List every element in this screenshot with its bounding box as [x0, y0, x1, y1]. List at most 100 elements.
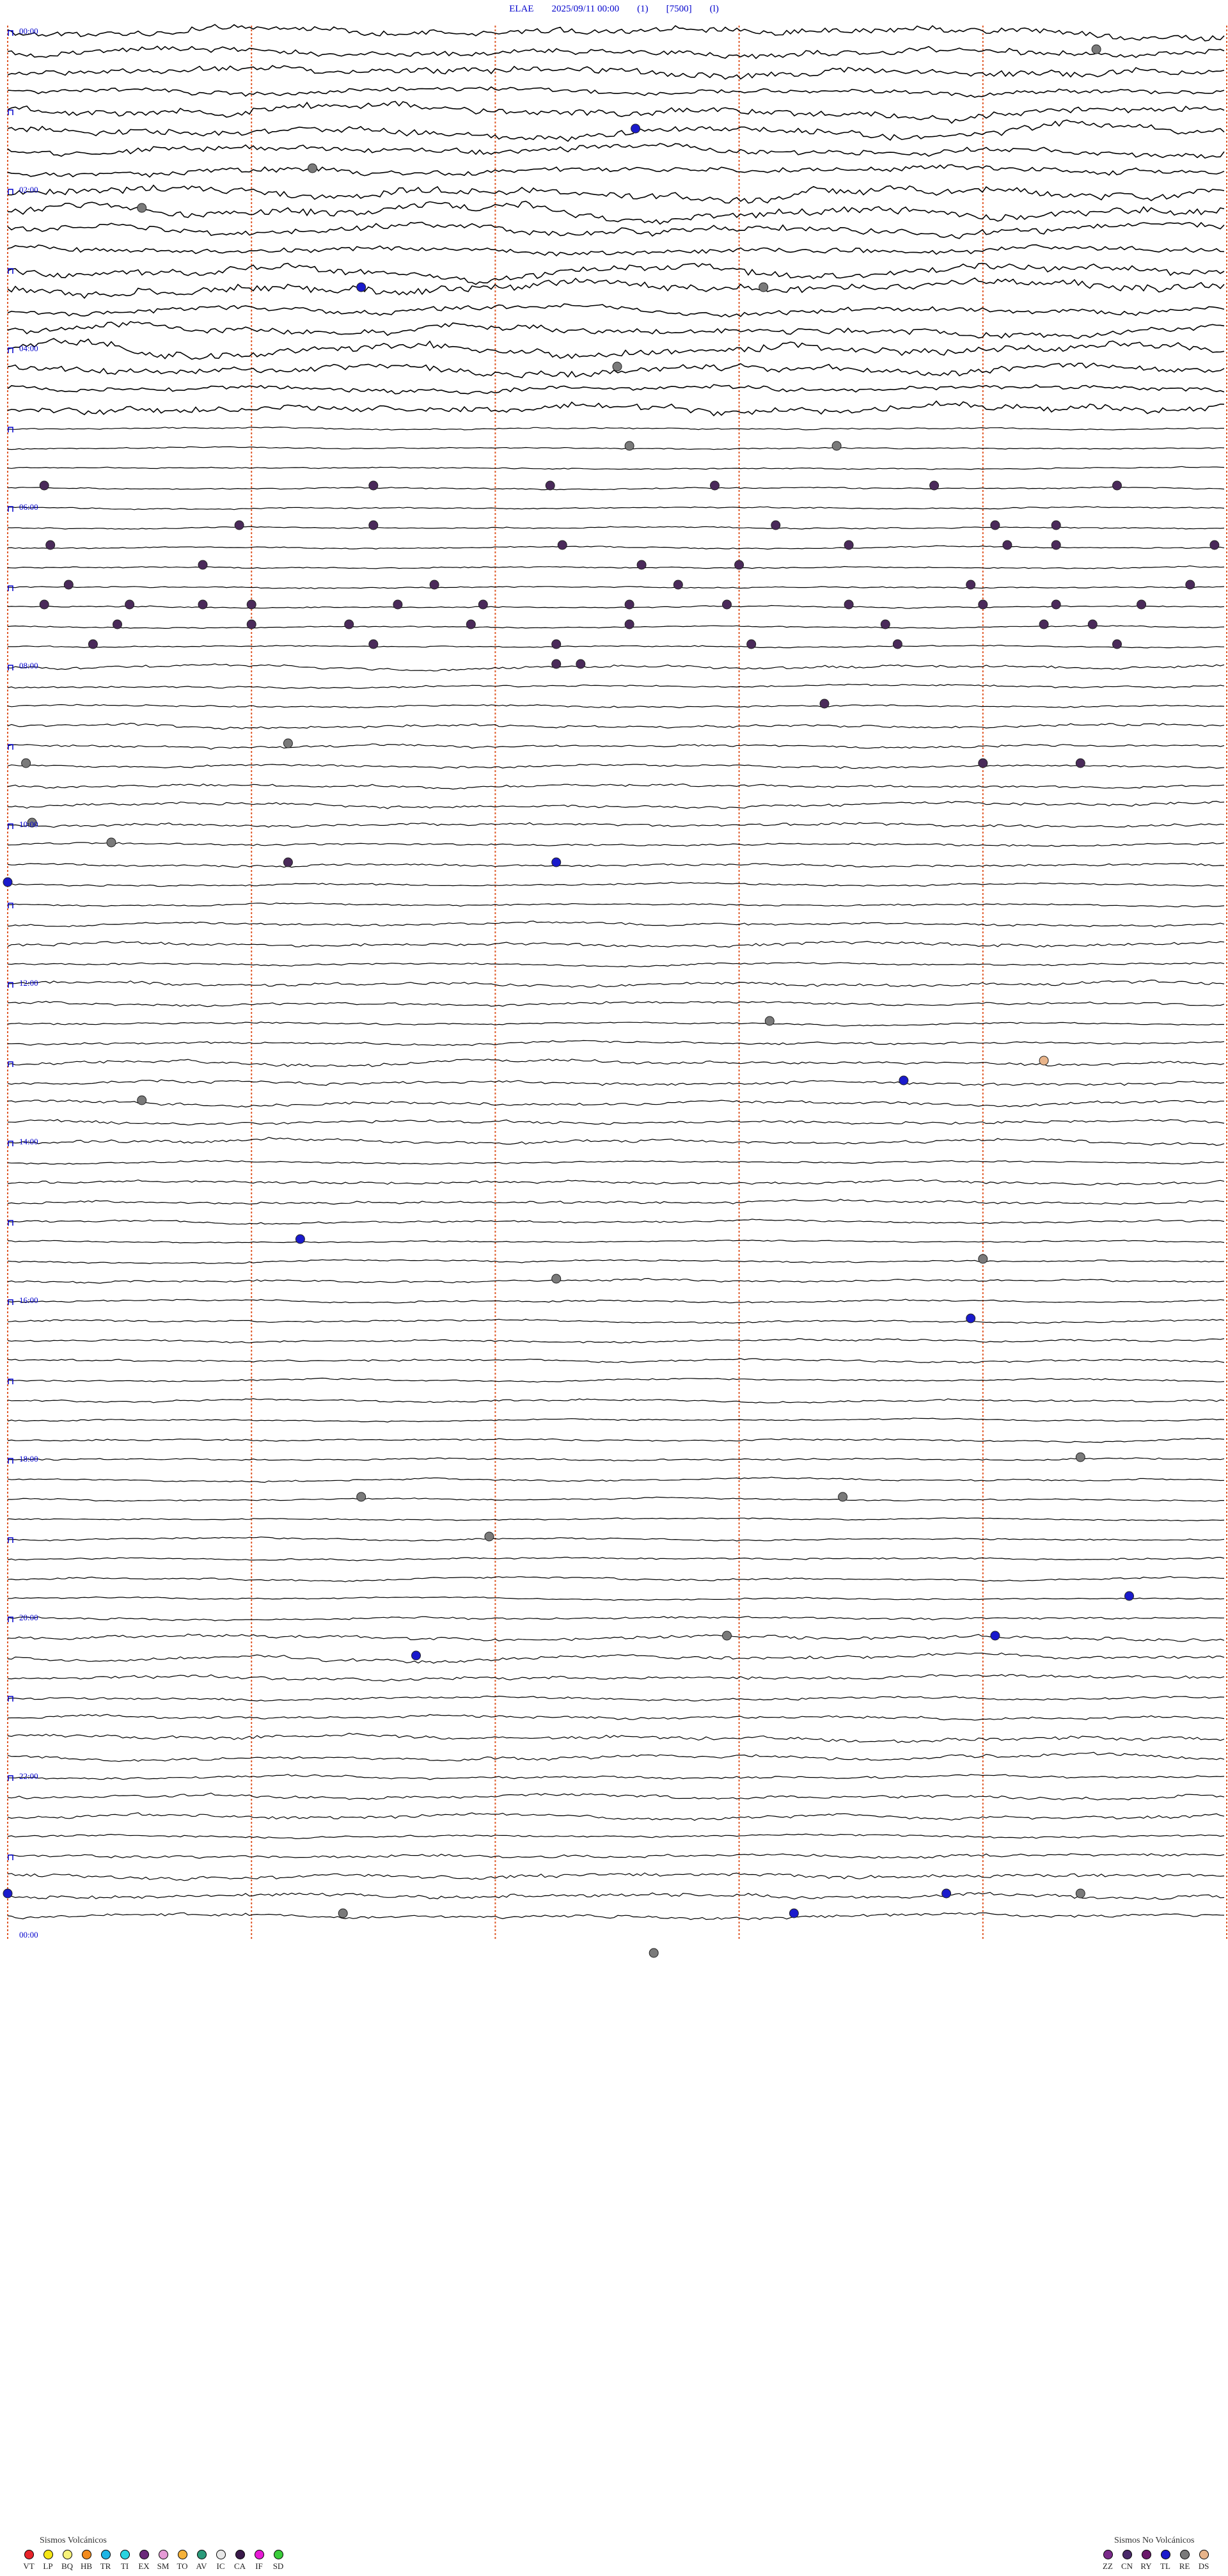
trace-line [7, 1652, 1225, 1664]
trace-line [7, 1259, 1225, 1265]
event-marker-ca [246, 599, 256, 610]
event-marker-tl [551, 857, 562, 867]
legend-code: RY [1140, 2561, 1152, 2571]
trace-line [7, 1277, 1225, 1284]
trace-line [7, 1219, 1225, 1225]
legend-code: TI [120, 2561, 129, 2571]
event-marker-tl [899, 1075, 909, 1086]
line-tick [8, 744, 13, 750]
event-marker-ca [466, 619, 476, 629]
legend-item-ry: RY [1137, 2550, 1156, 2571]
trace-line [7, 1616, 1225, 1622]
trace-line [7, 119, 1225, 142]
event-marker-ca [45, 540, 56, 550]
trace-line [7, 921, 1225, 928]
legend-item-sd: SD [269, 2550, 288, 2571]
trace-line [7, 683, 1225, 690]
trace-line [7, 979, 1225, 988]
trace-line [7, 565, 1225, 569]
legend-code: TR [100, 2561, 111, 2571]
legend-dot [139, 2550, 149, 2559]
trace-line [7, 1476, 1225, 1483]
legend-code: IC [216, 2561, 225, 2571]
trace-line [7, 1058, 1225, 1068]
trace-line [7, 1892, 1225, 1900]
trace-line [7, 800, 1225, 809]
seismic-traces [7, 24, 1225, 1920]
event-marker-ca [844, 540, 854, 550]
legend-dot [235, 2550, 245, 2559]
trace-line [7, 961, 1225, 968]
event-marker-ca [557, 540, 567, 550]
trace-line [8, 586, 1225, 590]
legend-code: SM [157, 2561, 169, 2571]
line-tick [8, 1299, 13, 1305]
trace-line [7, 320, 1225, 339]
event-marker-ca [429, 580, 439, 590]
line-tick [8, 427, 13, 432]
trace-line [7, 1751, 1225, 1762]
event-marker-re [831, 441, 842, 451]
trace-line [7, 86, 1225, 98]
trace-line [7, 722, 1225, 730]
line-tick [8, 823, 13, 829]
hour-label: 14:00 [19, 1137, 38, 1146]
event-marker-ca [368, 520, 379, 530]
legend-code: HB [80, 2561, 93, 2571]
legend-code: ZZ [1103, 2561, 1113, 2571]
trace-line [7, 1021, 1224, 1027]
trace-line [7, 1160, 1225, 1165]
legend-dot [1141, 2550, 1151, 2559]
event-marker-ca [1185, 580, 1195, 590]
legend-dot [1179, 2550, 1190, 2559]
event-marker-ca [734, 560, 744, 570]
trace-line [7, 743, 1225, 750]
hour-label: 12:00 [19, 978, 38, 988]
event-marker-tl [941, 1888, 952, 1899]
header-flag-2: (l) [709, 4, 719, 14]
legend-code: SD [272, 2561, 284, 2571]
event-marker-ca [844, 599, 854, 610]
trace-line [7, 262, 1225, 285]
trace-line [7, 466, 1225, 470]
trace-line [7, 426, 1224, 431]
event-marker-ca [624, 619, 634, 629]
legend-volcanic-title: Sismos Volcánicos [40, 2536, 107, 2545]
trace-line [7, 1732, 1225, 1743]
legend-dot [254, 2550, 264, 2559]
legend-item-av: AV [192, 2550, 211, 2571]
legend-code: TO [177, 2561, 188, 2571]
trace-line [7, 24, 1225, 42]
event-marker-re [612, 361, 622, 372]
trace-line [7, 506, 1225, 510]
line-tick [8, 1775, 13, 1781]
trace-line [7, 100, 1225, 124]
trace-line [7, 1179, 1225, 1186]
event-marker-re [551, 1274, 562, 1284]
legend-item-ds: DS [1194, 2550, 1213, 2571]
event-marker-tl [966, 1313, 976, 1324]
event-marker-re [978, 1254, 988, 1264]
event-marker-ca [1051, 599, 1061, 610]
legend-item-ti: TI [115, 2550, 134, 2571]
event-marker-ca [1209, 540, 1220, 550]
trace-line [8, 1774, 1225, 1780]
trace-line [7, 221, 1225, 239]
event-marker-ca [368, 480, 379, 491]
trace-line [7, 862, 1225, 868]
trace-line [7, 1812, 1225, 1821]
line-tick [8, 1537, 13, 1543]
trace-line [7, 486, 1225, 491]
event-marker-ca [234, 520, 244, 530]
event-marker-ca [344, 619, 354, 629]
trace-line [7, 1853, 1225, 1859]
event-marker-re [308, 163, 317, 173]
trace-line [7, 1596, 1225, 1601]
legend-dot [62, 2550, 72, 2559]
trace-line [7, 1318, 1225, 1324]
trace-line [7, 1418, 1225, 1423]
event-marker-ca [478, 599, 488, 610]
trace-line [7, 164, 1225, 178]
header-datetime: 2025/09/11 00:00 [551, 4, 620, 14]
legend-item-if: IF [249, 2550, 269, 2571]
